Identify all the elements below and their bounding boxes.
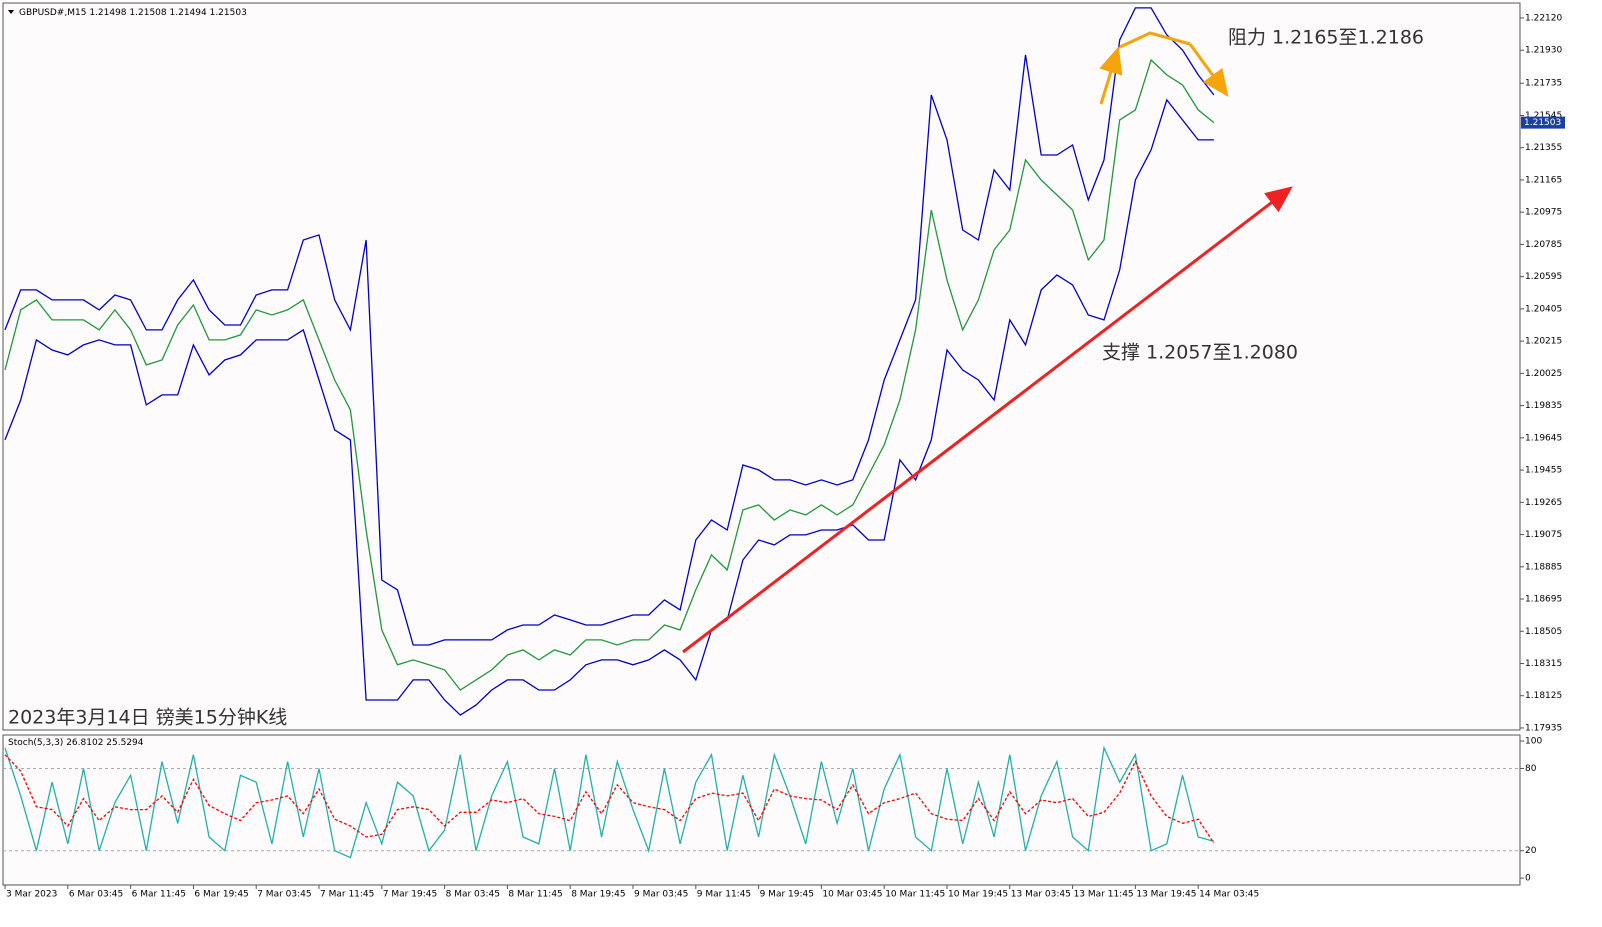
y-tick-label: 1.20975 (1525, 208, 1562, 218)
low: 1.21494 (170, 8, 207, 18)
series-line (4, 98, 1214, 716)
x-tick-label: 7 Mar 19:45 (383, 890, 437, 900)
y-tick-label: 1.20025 (1525, 369, 1562, 379)
x-tick-label: 13 Mar 11:45 (1074, 890, 1134, 900)
y-tick-label: 1.19645 (1525, 433, 1562, 443)
price-tag-label: 1.21503 (1524, 118, 1561, 128)
y-tick-label: 1.22120 (1525, 13, 1562, 23)
close: 1.21503 (210, 8, 247, 18)
y-tick-label: 1.18505 (1525, 627, 1562, 637)
y-tick-label: 1.21165 (1525, 175, 1562, 185)
x-tick-label: 10 Mar 19:45 (948, 890, 1008, 900)
y-tick-label: 1.21355 (1525, 143, 1562, 153)
y-tick-label: 1.19075 (1525, 530, 1562, 540)
x-tick-label: 7 Mar 11:45 (320, 890, 374, 900)
y-tick-label: 1.20595 (1525, 272, 1562, 282)
y-tick-label: 1.18695 (1525, 595, 1562, 605)
x-tick-label: 9 Mar 03:45 (634, 890, 688, 900)
series-line (4, 7, 1215, 646)
y2-tick-label: 0 (1525, 874, 1531, 884)
x-tick-label: 13 Mar 03:45 (1011, 890, 1071, 900)
y-tick-label: 1.19265 (1525, 498, 1562, 508)
y2-tick-label: 80 (1525, 764, 1537, 774)
x-tick-label: 10 Mar 11:45 (885, 890, 945, 900)
menu-triangle (8, 10, 14, 14)
x-tick-label: 6 Mar 11:45 (132, 890, 186, 900)
plot-layer: 1.22120 1.21930 1.21735 1.21545 1.21355 1.211… (3, 7, 1565, 900)
x-tick-label: 10 Mar 03:45 (822, 890, 882, 900)
resistance-note: 阻力 1.2165至1.2186 (1228, 27, 1424, 49)
y-tick-label: 1.19455 (1525, 466, 1562, 476)
y2-tick-label: 20 (1525, 846, 1537, 856)
series-line (4, 58, 1215, 691)
support-note: 支撑 1.2057至1.2080 (1102, 342, 1298, 364)
price-panel (2, 2, 1521, 731)
y-tick-label: 1.19835 (1525, 401, 1562, 411)
y2-tick-label: 100 (1525, 737, 1542, 747)
resistance-arrow (1099, 46, 1123, 105)
y-tick-label: 1.20785 (1525, 240, 1562, 250)
x-tick-label: 6 Mar 03:45 (69, 890, 123, 900)
chart-caption: 2023年3月14日 镑美15分钟K线 (8, 707, 287, 729)
x-tick-label: 6 Mar 19:45 (194, 890, 248, 900)
x-tick-label: 14 Mar 03:45 (1199, 890, 1259, 900)
x-tick-label: 8 Mar 19:45 (571, 890, 625, 900)
x-tick-label: 9 Mar 11:45 (697, 890, 751, 900)
y-tick-label: 1.17935 (1525, 723, 1562, 733)
resistance-arrow (1188, 43, 1229, 97)
x-tick-label: 9 Mar 19:45 (760, 890, 814, 900)
y-tick-label: 1.21735 (1525, 79, 1562, 89)
signal-last: 25.5294 (106, 738, 143, 748)
price-tag (1521, 116, 1565, 129)
indicator-header: Stoch(5,3,3) 26.8102 25.5294 (8, 738, 144, 748)
y-tick-label: 1.21545 (1525, 111, 1562, 121)
symbol-header: GBPUSD#,M15 1.21498 1.21508 1.21494 1.21… (19, 8, 247, 18)
resistance-arc (1119, 31, 1191, 49)
high: 1.21508 (129, 8, 166, 18)
y-tick-label: 1.18315 (1525, 659, 1562, 669)
x-tick-label: 8 Mar 03:45 (446, 890, 500, 900)
main-last: 26.8102 (66, 738, 103, 748)
y-tick-label: 1.20215 (1525, 337, 1562, 347)
series-line (4, 745, 1215, 859)
open: 1.21498 (89, 8, 126, 18)
trend-arrow (682, 186, 1293, 654)
x-tick-label: 13 Mar 19:45 (1136, 890, 1196, 900)
x-tick-label: 3 Mar 2023 (6, 890, 57, 900)
indicator-title: Stoch(5,3,3) (8, 738, 63, 748)
y-tick-label: 1.18885 (1525, 562, 1562, 572)
x-tick-label: 8 Mar 11:45 (508, 890, 562, 900)
series-line (4, 754, 1215, 844)
y-tick-label: 1.18125 (1525, 691, 1562, 701)
symbol: GBPUSD#,M15 (19, 8, 86, 18)
indicator-panel (2, 734, 1521, 886)
y-tick-label: 1.20405 (1525, 304, 1562, 314)
y-tick-label: 1.21930 (1525, 46, 1562, 56)
x-tick-label: 7 Mar 03:45 (257, 890, 311, 900)
